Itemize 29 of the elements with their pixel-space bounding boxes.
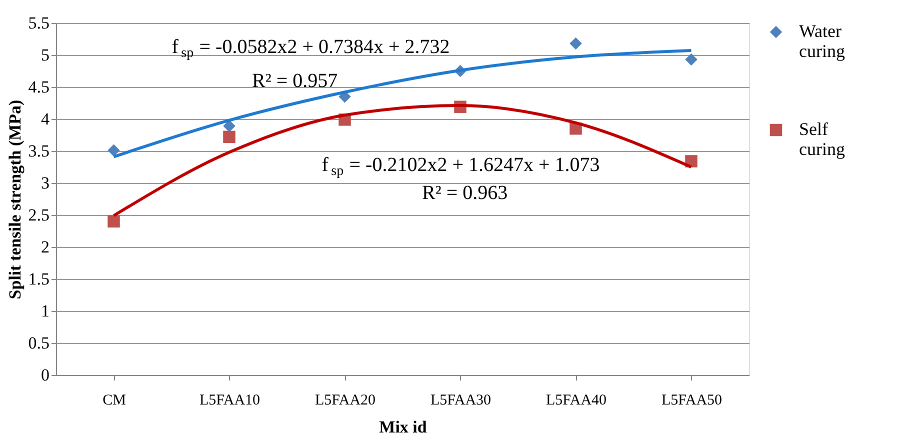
legend-label: Water curing [799,21,845,61]
point [223,130,236,144]
y-tick-label: 0.5 [28,334,50,352]
x-tick-label: L5FAA20 [314,392,376,408]
annotation: R² = 0.963 [422,182,508,204]
y-tick-label: 3.5 [28,142,50,160]
y-tick-label: 5 [41,46,50,64]
x-tick-label: L5FAA50 [661,392,722,408]
y-tick-label: 4 [41,110,50,128]
y-tick-label: 1 [41,302,50,320]
x-axis-title: Mix id [379,418,428,436]
y-tick-label: 5.5 [28,14,50,32]
y-tick-label: 0 [41,366,50,384]
x-tick-label: L5FAA40 [546,392,607,408]
legend-label: Self curing [799,119,845,159]
x-tick-label: L5FAA10 [199,392,260,408]
x-tick-label: L5FAA30 [430,392,492,408]
point [108,215,120,228]
y-tick-label: 4.5 [28,78,50,96]
y-tick-label: 3 [41,174,50,192]
y-tick-label: 2.5 [28,206,50,224]
y-tick-label: 1.5 [28,270,50,288]
x-tick-label: CM [102,392,126,408]
y-axis-title: Split tensile strength (MPa) [5,100,24,300]
point [570,37,582,50]
annotation: R² = 0.957 [252,70,338,92]
y-tick-label: 2 [41,238,50,256]
point [108,144,120,156]
point [685,53,698,66]
